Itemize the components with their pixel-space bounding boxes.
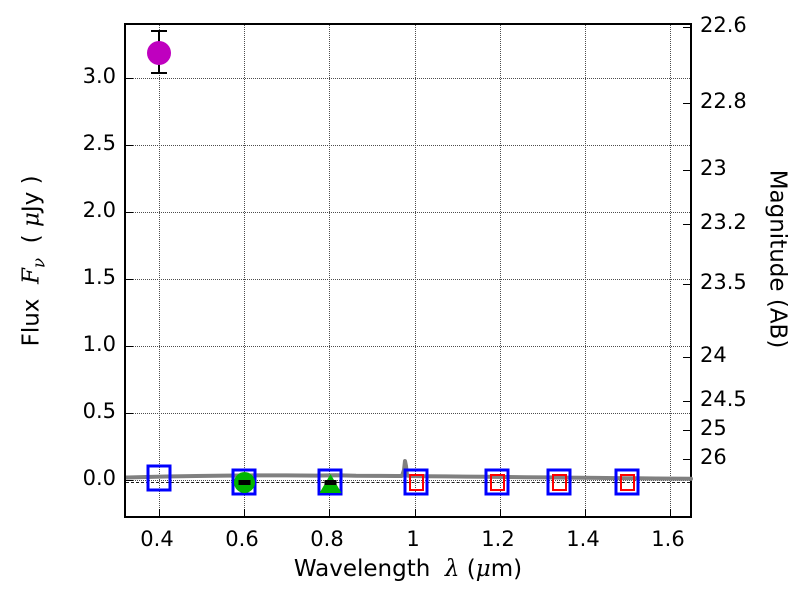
- ytick-1.0: [126, 346, 133, 347]
- gridline-y-3.0: [126, 78, 690, 79]
- marker-square-red: [489, 473, 505, 491]
- y2tick-26: [683, 459, 690, 460]
- xticklabel-1.4: 1.4: [566, 527, 600, 551]
- gridline-y-1.5: [126, 279, 690, 280]
- xtick-1.2: [500, 509, 501, 516]
- y2tick-23.2: [683, 224, 690, 225]
- gridline-x-1.6: [670, 25, 671, 516]
- gridline-x-1.4: [585, 25, 586, 516]
- gridline-x-1.2: [500, 25, 501, 516]
- marker-square-red: [619, 473, 635, 491]
- marker-square-red: [408, 473, 424, 491]
- marker-circle-magenta: [147, 41, 171, 65]
- y2ticklabel-26: 26: [700, 445, 727, 469]
- y2tick-22.8: [683, 103, 690, 104]
- xtick-0.6: [244, 509, 245, 516]
- ytick-0.0: [126, 480, 133, 481]
- y2ticklabel-22.6: 22.6: [700, 13, 747, 37]
- ytick-1.5: [126, 279, 133, 280]
- marker-dash-black: [238, 479, 250, 485]
- plot-area: [124, 23, 693, 518]
- y2tick-22.6: [683, 27, 690, 28]
- ytick-3.0: [126, 78, 133, 79]
- xticklabel-0.6: 0.6: [225, 527, 259, 551]
- y2ticklabel-22.8: 22.8: [700, 89, 747, 113]
- y2tick-24.5: [683, 401, 690, 402]
- gridline-x-0.8: [329, 25, 330, 516]
- y2tick-23: [683, 170, 690, 171]
- xticklabel-0.8: 0.8: [310, 527, 344, 551]
- gridline-y-0.0: [126, 480, 690, 481]
- model-spectrum-line: [126, 459, 693, 481]
- xtick-1.4: [585, 509, 586, 516]
- xtick-0.4: [159, 509, 160, 516]
- gridline-x-0.4: [159, 25, 160, 516]
- y-axis-title: Flux Fν ( μJy ): [18, 175, 49, 347]
- xticklabel-1.2: 1.2: [481, 527, 515, 551]
- data-point-band-1.545[interactable]: [614, 468, 640, 496]
- secondary-y-axis-title: Magnitude (AB): [764, 169, 791, 349]
- y2ticklabel-23.5: 23.5: [700, 270, 747, 294]
- yticklabel-1.5: 1.5: [82, 265, 116, 289]
- yticklabel-2.0: 2.0: [82, 198, 116, 222]
- xtick-1.0: [415, 509, 416, 516]
- yticklabel-2.5: 2.5: [82, 131, 116, 155]
- error-bar-cap-lower: [151, 72, 167, 74]
- data-point-band-0.81[interactable]: [317, 468, 343, 496]
- y2ticklabel-24: 24: [700, 343, 727, 367]
- gridline-x-1.0: [415, 25, 416, 516]
- y2tick-23.5: [683, 284, 690, 285]
- yticklabel-3.0: 3.0: [82, 64, 116, 88]
- data-point-band-1.065[interactable]: [403, 468, 429, 496]
- gridline-y-0.5: [126, 413, 690, 414]
- yticklabel-0.0: 0.0: [82, 466, 116, 490]
- data-point-band-0.395[interactable]: [146, 464, 172, 492]
- error-bar-cap-upper: [151, 30, 167, 32]
- marker-square-red: [551, 473, 567, 491]
- xticklabel-1.6: 1.6: [651, 527, 685, 551]
- y2ticklabel-23.2: 23.2: [700, 210, 747, 234]
- gridline-x-0.6: [244, 25, 245, 516]
- xtick-1.6: [670, 509, 671, 516]
- gridline-y-2.5: [126, 145, 690, 146]
- xticklabel-0.4: 0.4: [140, 527, 174, 551]
- data-point-band-1.40[interactable]: [546, 468, 572, 496]
- xtick-0.8: [329, 509, 330, 516]
- x-axis-title: Wavelength λ (μm): [293, 556, 523, 582]
- ytick-2.0: [126, 212, 133, 213]
- gridline-y-1.0: [126, 346, 690, 347]
- zero-reference-line: [126, 482, 690, 483]
- data-point-band-0.605[interactable]: [231, 468, 257, 496]
- gridline-y-2.0: [126, 212, 690, 213]
- yticklabel-0.5: 0.5: [82, 399, 116, 423]
- y2ticklabel-23: 23: [700, 156, 727, 180]
- data-point-observed-0.39[interactable]: [144, 18, 174, 88]
- y2ticklabel-25: 25: [700, 416, 727, 440]
- y2tick-25: [683, 430, 690, 431]
- ytick-2.5: [126, 145, 133, 146]
- y2tick-24: [683, 357, 690, 358]
- marker-dash-black: [324, 479, 336, 485]
- ytick-0.5: [126, 413, 133, 414]
- y2ticklabel-24.5: 24.5: [700, 387, 747, 411]
- data-point-band-1.255[interactable]: [484, 468, 510, 496]
- xticklabel-1.0: 1: [406, 527, 420, 551]
- yticklabel-1.0: 1.0: [82, 332, 116, 356]
